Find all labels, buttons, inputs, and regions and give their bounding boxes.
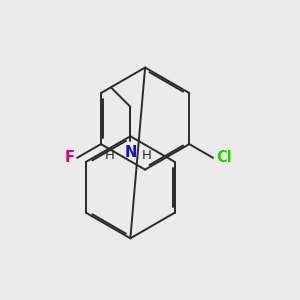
Text: F: F	[64, 150, 74, 165]
Text: H: H	[105, 149, 115, 162]
Text: Cl: Cl	[216, 150, 232, 165]
Text: N: N	[124, 145, 136, 160]
Text: H: H	[142, 149, 152, 162]
